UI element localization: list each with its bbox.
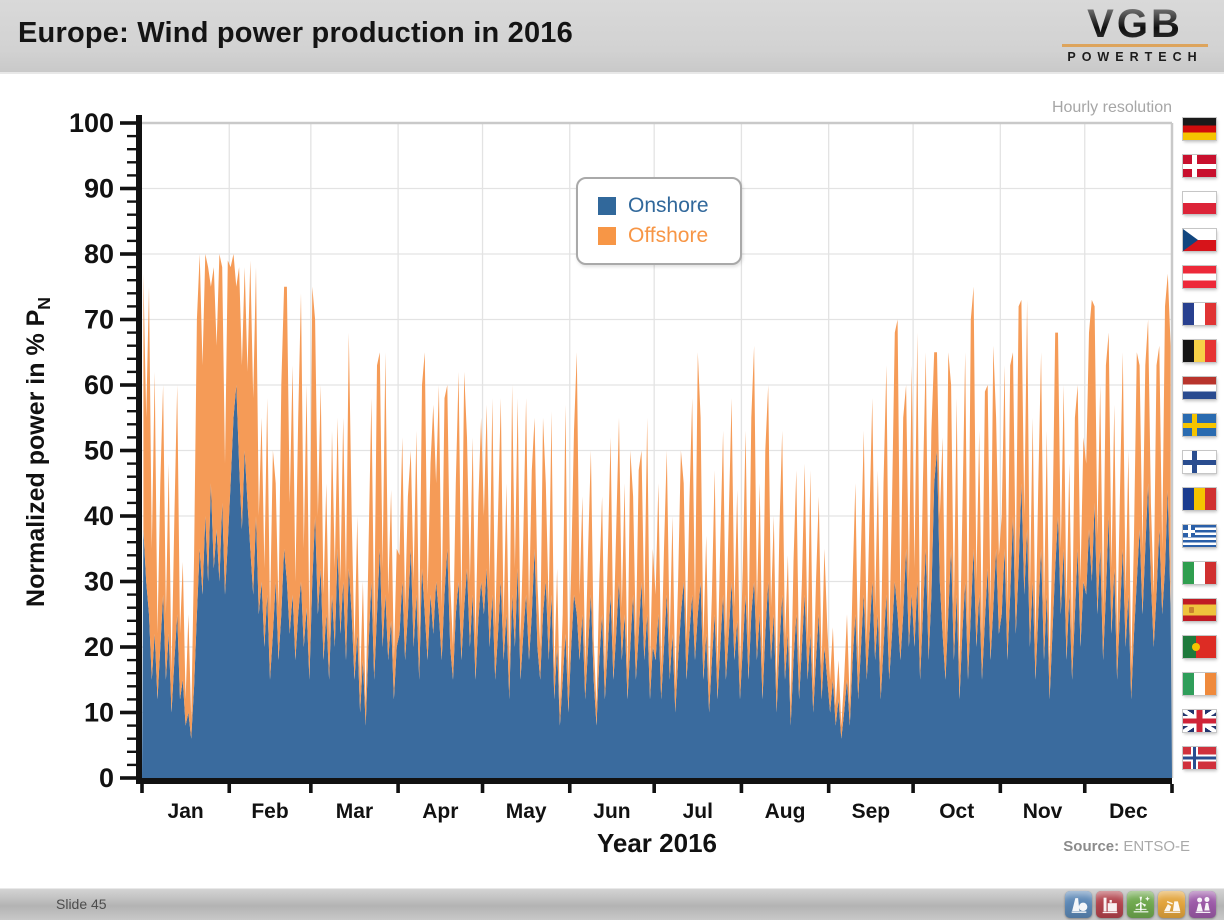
- y-axis-title: Normalized power in % PN: [22, 297, 54, 607]
- slide-number: Slide 45: [56, 896, 107, 912]
- svg-text:Jun: Jun: [593, 800, 630, 823]
- svg-text:Mar: Mar: [336, 800, 373, 823]
- svg-text:May: May: [506, 800, 547, 823]
- flag-denmark-icon: [1183, 155, 1216, 177]
- legend-label-offshore: Offshore: [628, 224, 709, 247]
- svg-text:70: 70: [84, 305, 114, 335]
- hourly-resolution-note: Hourly resolution: [1051, 99, 1172, 116]
- offshore-swatch-icon: [598, 227, 616, 245]
- svg-text:Oct: Oct: [939, 800, 974, 823]
- svg-text:Aug: Aug: [765, 800, 806, 823]
- flag-finland-icon: [1183, 451, 1216, 473]
- svg-text:Apr: Apr: [422, 800, 458, 823]
- mining-industry-icon: [1158, 891, 1185, 918]
- svg-text:Sep: Sep: [852, 800, 891, 823]
- nuclear-plant-icon: [1065, 891, 1092, 918]
- svg-text:Jul: Jul: [683, 800, 713, 823]
- flag-belgium-icon: [1183, 340, 1216, 362]
- flag-spain-icon: [1183, 599, 1216, 621]
- footer-icon-strip: [1065, 891, 1216, 918]
- legend-item-offshore: Offshore: [598, 221, 726, 251]
- flag-ireland-icon: [1183, 673, 1216, 695]
- svg-text:0: 0: [99, 763, 114, 793]
- logo-powertech-text: POWERTECH: [1067, 50, 1203, 64]
- logo-vgb-text: VGB: [1060, 4, 1210, 44]
- svg-text:Jan: Jan: [168, 800, 204, 823]
- vgb-powertech-logo: VGB POWERTECH: [1060, 4, 1210, 64]
- page-title: Europe: Wind power production in 2016: [18, 17, 573, 49]
- flag-united-kingdom-icon: [1183, 710, 1216, 732]
- x-axis-title: Year 2016: [596, 828, 717, 858]
- svg-text:60: 60: [84, 370, 114, 400]
- flag-italy-icon: [1183, 562, 1216, 584]
- svg-text:100: 100: [69, 110, 114, 138]
- flag-norway-icon: [1183, 747, 1216, 769]
- flag-poland-icon: [1183, 192, 1216, 214]
- flag-romania-icon: [1183, 488, 1216, 510]
- svg-text:Dec: Dec: [1109, 800, 1148, 823]
- svg-text:Nov: Nov: [1023, 800, 1063, 823]
- wind-power-icon: [1127, 891, 1154, 918]
- svg-text:Feb: Feb: [251, 800, 288, 823]
- y-axis-title-subscript: N: [34, 297, 54, 310]
- onshore-swatch-icon: [598, 197, 616, 215]
- flag-greece-icon: [1183, 525, 1216, 547]
- svg-text:40: 40: [84, 501, 114, 531]
- source-value: ENTSO-E: [1123, 838, 1190, 855]
- fossil-plant-icon: [1096, 891, 1123, 918]
- svg-text:50: 50: [84, 436, 114, 466]
- flag-austria-icon: [1183, 266, 1216, 288]
- svg-text:80: 80: [84, 239, 114, 269]
- svg-text:10: 10: [84, 698, 114, 728]
- country-flags-column: [1183, 118, 1216, 769]
- svg-text:20: 20: [84, 632, 114, 662]
- source-label: Source:: [1063, 838, 1120, 855]
- legend-label-onshore: Onshore: [628, 194, 709, 217]
- svg-text:30: 30: [84, 567, 114, 597]
- chart-legend: Onshore Offshore: [576, 177, 742, 265]
- people-icon: [1189, 891, 1216, 918]
- flag-germany-icon: [1183, 118, 1216, 140]
- slide-footer: Slide 45: [0, 888, 1224, 920]
- flag-sweden-icon: [1183, 414, 1216, 436]
- svg-text:90: 90: [84, 174, 114, 204]
- slide-header: Europe: Wind power production in 2016 VG…: [0, 0, 1224, 74]
- source-note: Source: ENTSO-E: [1063, 838, 1190, 855]
- flag-france-icon: [1183, 303, 1216, 325]
- flag-czech-republic-icon: [1183, 229, 1216, 251]
- legend-item-onshore: Onshore: [598, 191, 726, 221]
- logo-underline: [1062, 44, 1208, 47]
- flag-portugal-icon: [1183, 636, 1216, 658]
- flag-netherlands-icon: [1183, 377, 1216, 399]
- wind-production-chart: 0 10 20 30 40 50 60 70 80 90 100 Jan Feb Mar Apr May Jun…: [69, 110, 1174, 823]
